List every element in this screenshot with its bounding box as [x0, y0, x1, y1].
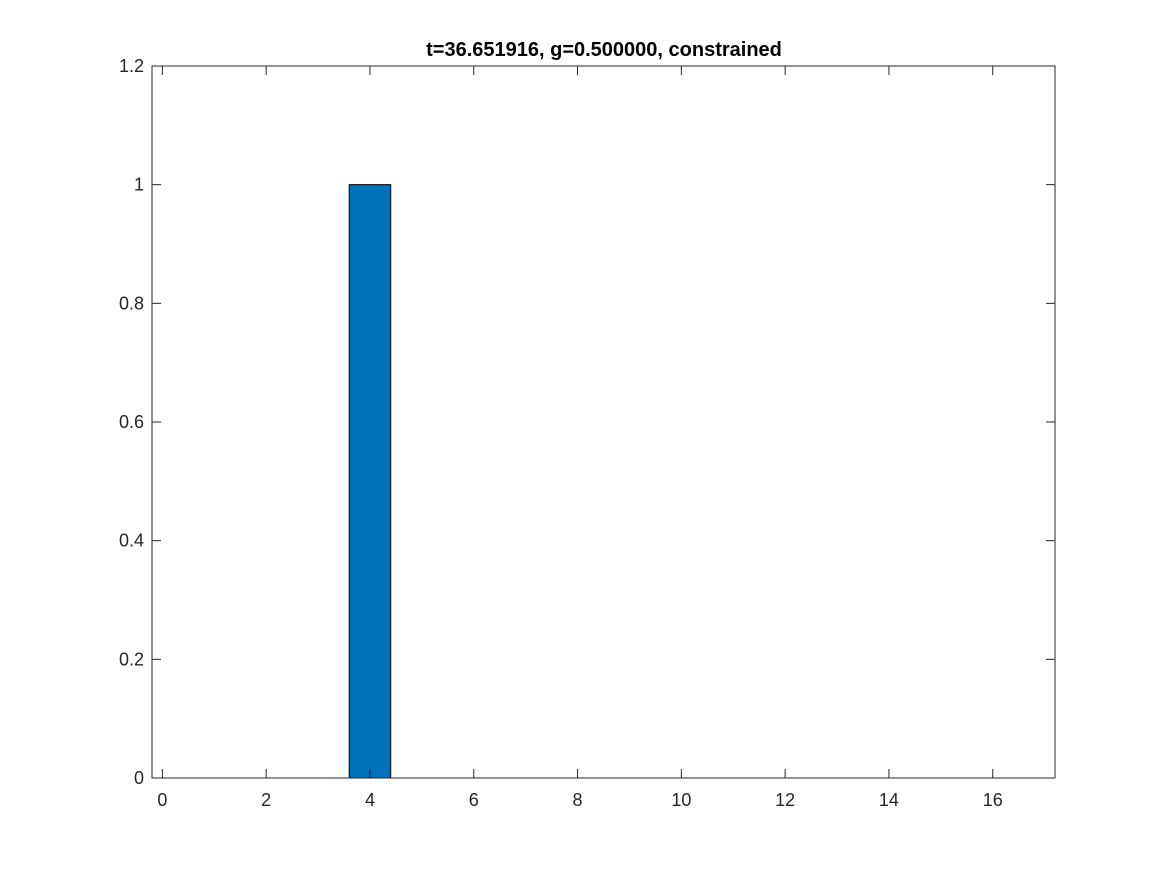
tick-labels-group: 0 2 4 6 8 10 12 14 16 0 0.2 0.4 0.6 0.8 1 1.2 — [119, 56, 1003, 810]
bars-group — [348, 184, 392, 779]
x-tick-label-0: 0 — [157, 790, 167, 810]
x-tick-label-16: 16 — [983, 790, 1003, 810]
y-tick-label-3: 0.6 — [119, 412, 144, 432]
x-tick-label-8: 8 — [573, 790, 583, 810]
y-tick-label-5: 1 — [134, 175, 144, 195]
chart-title: t=36.651916, g=0.500000, constrained — [426, 39, 782, 61]
ticks-group — [152, 65, 1055, 779]
y-tick-label-1: 0.2 — [119, 649, 144, 669]
x-tick-label-4: 4 — [365, 790, 375, 810]
x-tick-label-14: 14 — [879, 790, 899, 810]
y-tick-label-2: 0.4 — [119, 531, 144, 551]
bar-4 — [348, 184, 392, 779]
x-tick-label-12: 12 — [775, 790, 795, 810]
y-tick-label-4: 0.8 — [119, 293, 144, 313]
y-tick-label-6: 1.2 — [119, 56, 144, 76]
axes-box — [151, 65, 1056, 779]
y-tick-label-0: 0 — [134, 768, 144, 788]
x-tick-label-10: 10 — [671, 790, 691, 810]
x-tick-label-6: 6 — [469, 790, 479, 810]
x-tick-label-2: 2 — [261, 790, 271, 810]
